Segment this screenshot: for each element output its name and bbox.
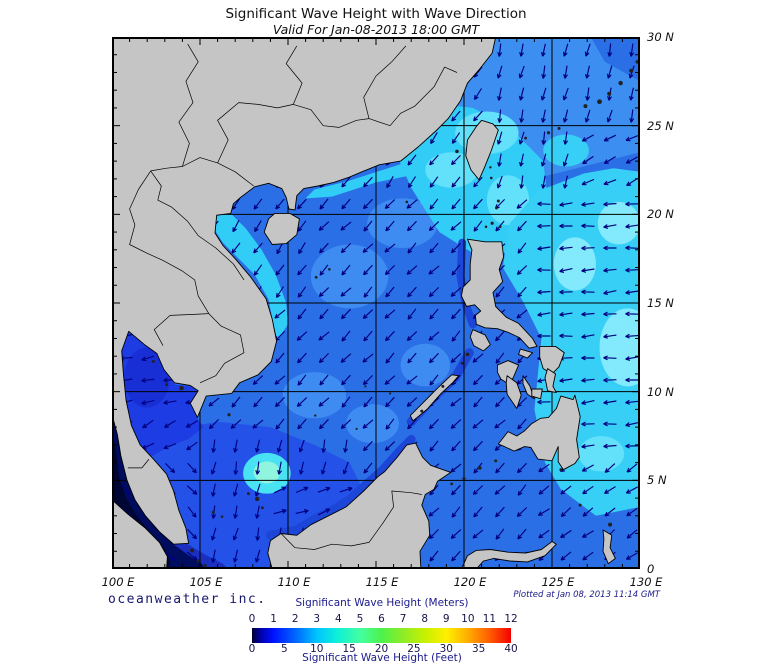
lat-label: 5 N	[647, 473, 667, 488]
feet-tick: 5	[281, 643, 288, 655]
meters-tick: 10	[461, 613, 475, 625]
colorbar	[252, 628, 511, 643]
meters-tick: 6	[378, 613, 385, 625]
lat-label: 20 N	[647, 207, 674, 222]
feet-tick: 10	[310, 643, 324, 655]
feet-tick: 15	[342, 643, 356, 655]
lon-label: 120 E	[453, 575, 487, 589]
meters-tick: 3	[313, 613, 321, 625]
meters-tick: 12	[504, 613, 518, 625]
lon-label: 130 E	[629, 575, 663, 589]
lat-label: 25 N	[647, 118, 674, 133]
lat-label: 30 N	[647, 30, 674, 44]
meters-tick: 5	[356, 613, 364, 625]
meters-tick: 7	[399, 613, 407, 625]
lon-label: 110 E	[277, 575, 311, 589]
chart-title: Significant Wave Height with Wave Direct…	[225, 6, 527, 22]
meters-tick: 11	[482, 613, 497, 625]
feet-tick: 30	[439, 643, 453, 655]
meters-tick: 1	[270, 613, 277, 625]
meters-tick: 9	[442, 613, 450, 625]
lon-label: 105 E	[189, 575, 223, 589]
lat-label: 0	[647, 562, 655, 576]
meters-tick: 8	[421, 613, 428, 625]
lon-label: 100 E	[101, 575, 135, 589]
feet-tick: 40	[504, 643, 518, 655]
lon-label: 115 E	[365, 575, 399, 589]
lat-label: 10 N	[647, 384, 674, 399]
chart-subtitle: Valid For Jan-08-2013 18:00 GMT	[272, 22, 480, 37]
meters-tick: 0	[248, 613, 256, 625]
meters-tick: 2	[291, 613, 299, 625]
feet-tick: 25	[407, 643, 421, 655]
meters-tick: 4	[334, 613, 342, 625]
wave-height-map	[112, 37, 640, 569]
plotted-timestamp: Plotted at Jan 08, 2013 11:14 GMT	[513, 590, 660, 600]
lon-label: 125 E	[541, 575, 575, 589]
legend-meters-title: Significant Wave Height (Meters)	[295, 597, 469, 609]
oceanweather-logo: oceanweather inc.	[108, 592, 267, 607]
feet-tick: 0	[248, 643, 256, 655]
lat-label: 15 N	[647, 296, 674, 310]
feet-tick: 35	[471, 643, 486, 655]
feet-tick: 20	[374, 643, 389, 655]
legend-feet-title: Significant Wave Height (Feet)	[302, 652, 462, 664]
